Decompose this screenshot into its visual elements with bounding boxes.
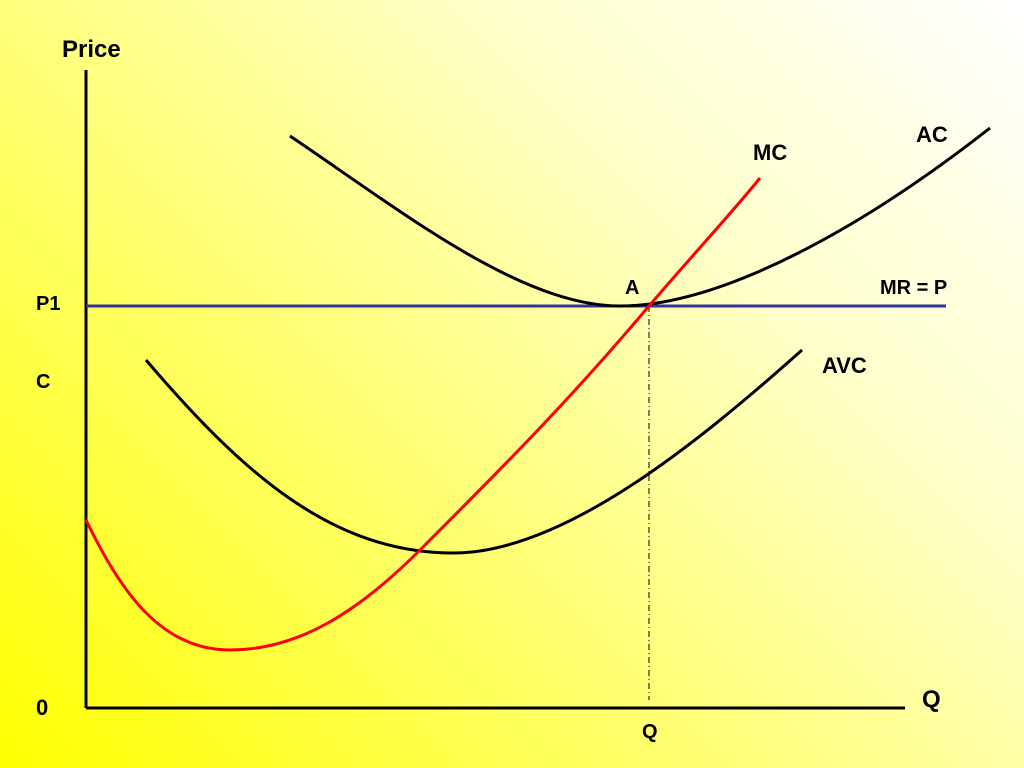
mc-curve: [84, 177, 762, 652]
ac-curve: [289, 126, 991, 308]
series-label-mc: MC: [753, 140, 787, 165]
y-tick-label-p1: P1: [36, 293, 60, 315]
y-axis-title: Price: [62, 36, 121, 63]
series-label-mr-p: MR = P: [880, 277, 947, 299]
x-tick-label-q: Q: [642, 721, 658, 743]
y-tick-label-c: C: [36, 371, 50, 393]
origin-label: 0: [36, 695, 48, 720]
series-label-ac: AC: [916, 122, 948, 147]
avc-curve: [144, 348, 803, 555]
series-label-avc: AVC: [822, 353, 867, 378]
point-label-a: A: [625, 277, 639, 299]
x-axis-title: Q: [922, 686, 941, 713]
